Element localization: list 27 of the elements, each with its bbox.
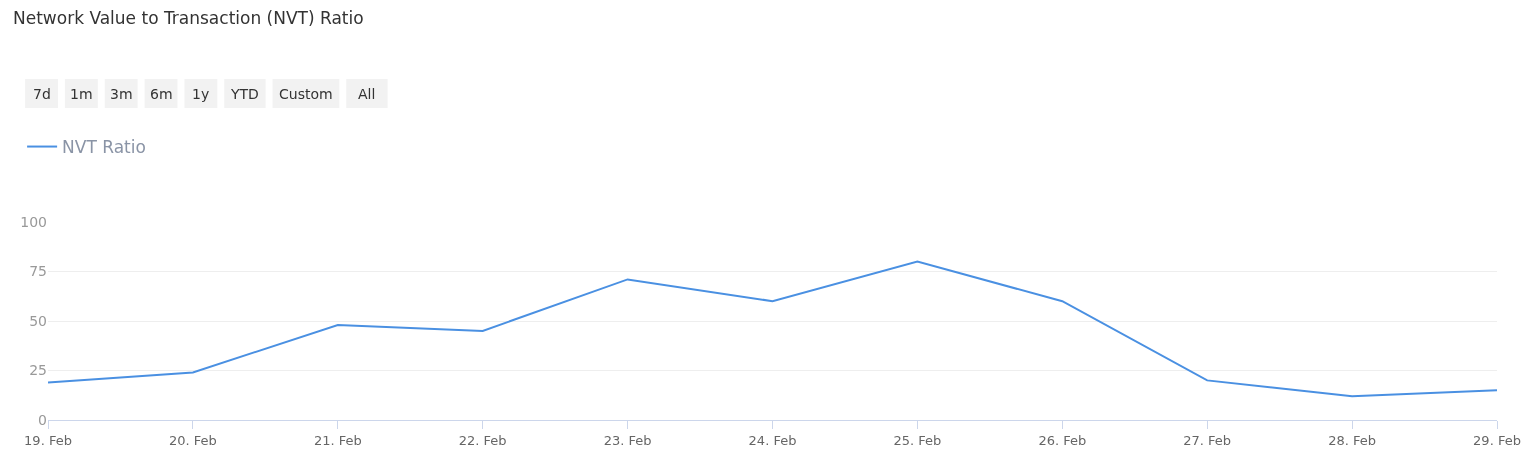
text: 1y [192, 86, 210, 102]
x-tick-label: 21. Feb [313, 432, 362, 448]
x-tick-label: 22. Feb [458, 432, 507, 448]
y-tick-label: 25 [29, 362, 47, 379]
legend-label: NVT Ratio [62, 137, 146, 158]
text: 1m [70, 86, 93, 102]
y-tick-label: 75 [29, 263, 47, 280]
x-tick-label: 25. Feb [893, 432, 942, 448]
text: All [358, 86, 376, 102]
x-tick-label: 29. Feb [1473, 432, 1521, 448]
y-tick-label: 50 [29, 312, 47, 329]
line-series [48, 260, 1497, 398]
x-tick-label: 27. Feb [1183, 432, 1232, 448]
text: Custom [279, 86, 333, 102]
chart-title: Network Value to Transaction (NVT) Ratio [13, 7, 364, 28]
x-tick-label: 26. Feb [1038, 432, 1087, 448]
y-tick-label: 100 [20, 213, 47, 230]
text: YTD [230, 86, 259, 102]
x-tick-label: 20. Feb [168, 432, 217, 448]
text: 7d [33, 86, 51, 102]
x-tick-label: 23. Feb [603, 432, 652, 448]
y-tick-label: 0 [38, 411, 47, 428]
x-tick-label: 19. Feb [24, 432, 72, 448]
text: 3m [110, 86, 133, 102]
x-tick-label: 28. Feb [1328, 432, 1377, 448]
x-tick-label: 24. Feb [748, 432, 797, 448]
text: 6m [150, 86, 173, 102]
